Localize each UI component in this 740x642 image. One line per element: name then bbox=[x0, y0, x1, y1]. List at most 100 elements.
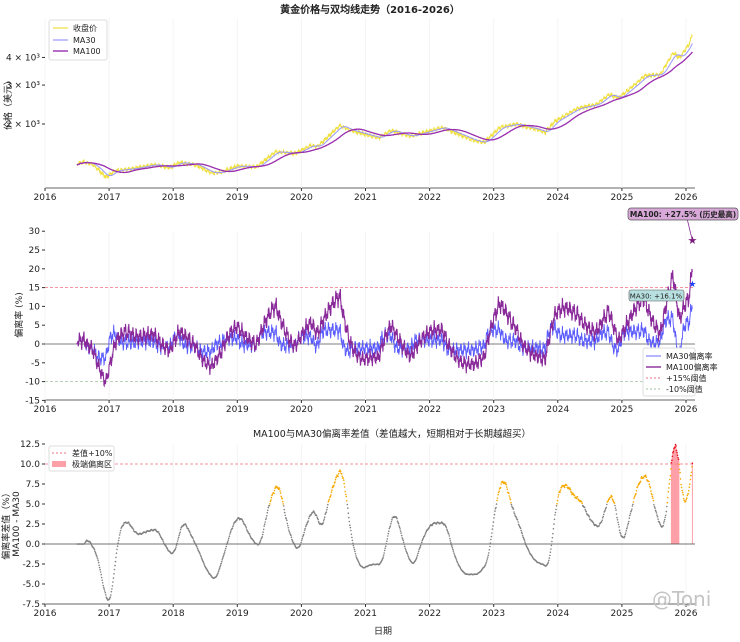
diff-chart-title: MA100与MA30偏离率差值（差值越大，短期相对于长期越超买） bbox=[253, 428, 531, 440]
diff-point bbox=[222, 554, 225, 556]
diff-point bbox=[282, 503, 285, 505]
x-tick-label: 2021 bbox=[354, 609, 377, 619]
diff-point bbox=[400, 532, 402, 534]
diff-point bbox=[389, 525, 392, 527]
diff-point bbox=[666, 501, 669, 504]
y-tick-label: 15 bbox=[29, 284, 40, 294]
diff-point bbox=[343, 486, 346, 488]
diff-point bbox=[386, 540, 388, 543]
x-tick-label: 2019 bbox=[226, 609, 249, 619]
diff-point bbox=[98, 564, 100, 567]
diff-point bbox=[680, 483, 682, 486]
diff-point bbox=[281, 497, 284, 500]
diff-point bbox=[505, 483, 508, 486]
diff-point bbox=[342, 479, 345, 481]
diff-point bbox=[656, 515, 659, 518]
diff-point bbox=[604, 507, 607, 510]
diff-point bbox=[270, 499, 272, 501]
diff-point bbox=[301, 537, 304, 540]
diff-point bbox=[649, 486, 652, 489]
diff-point bbox=[219, 564, 222, 566]
x-tick-label: 2016 bbox=[34, 405, 57, 415]
diff-point bbox=[287, 524, 289, 527]
diff-point bbox=[93, 547, 95, 550]
diff-point bbox=[510, 501, 512, 504]
diff-point bbox=[225, 547, 227, 550]
x-tick-label: 2025 bbox=[610, 405, 633, 415]
diff-point bbox=[570, 491, 573, 494]
diff-point bbox=[690, 474, 692, 477]
diff-point bbox=[495, 503, 498, 505]
x-tick-label: 2017 bbox=[98, 609, 121, 619]
diff-point bbox=[492, 521, 495, 523]
diff-point bbox=[679, 478, 682, 480]
diff-point bbox=[654, 509, 657, 512]
diff-point bbox=[512, 508, 515, 510]
diff-point bbox=[662, 522, 665, 524]
diff-point bbox=[420, 541, 423, 544]
diff-point bbox=[334, 481, 336, 483]
diff-point bbox=[556, 502, 558, 505]
diff-point bbox=[606, 503, 608, 506]
diff-point bbox=[485, 563, 487, 565]
diff-point bbox=[261, 533, 264, 536]
diff-point bbox=[528, 551, 531, 553]
diff-point bbox=[185, 523, 187, 526]
diff-point bbox=[328, 500, 330, 502]
y-tick-label: 12.5 bbox=[20, 440, 40, 450]
diff-point bbox=[489, 545, 491, 548]
y-tick-label: 7.5 bbox=[26, 480, 40, 490]
diff-point bbox=[419, 544, 422, 547]
diff-point bbox=[229, 531, 232, 534]
diff-point bbox=[690, 471, 693, 474]
diff-point bbox=[387, 535, 389, 537]
diff-point bbox=[627, 522, 630, 525]
diff-point bbox=[108, 598, 111, 600]
diff-point bbox=[300, 539, 303, 542]
diff-point bbox=[631, 508, 633, 510]
diff-point bbox=[245, 525, 247, 528]
diff-point bbox=[636, 486, 639, 488]
diff-point bbox=[451, 545, 453, 547]
diff-point bbox=[95, 553, 97, 555]
diff-point bbox=[675, 445, 677, 447]
diff-point bbox=[633, 497, 635, 500]
x-tick-label: 2021 bbox=[354, 405, 377, 415]
diff-point bbox=[228, 535, 231, 537]
diff-point bbox=[511, 505, 513, 508]
legend-extreme-swatch bbox=[52, 461, 66, 467]
diff-point bbox=[514, 514, 516, 516]
diff-point bbox=[223, 551, 226, 553]
diff-point bbox=[601, 517, 604, 519]
diff-point bbox=[651, 495, 654, 498]
diff-point bbox=[266, 515, 268, 517]
diff-point bbox=[613, 502, 616, 504]
diff-point bbox=[614, 507, 617, 509]
diff-point bbox=[323, 516, 326, 518]
diff-point bbox=[290, 536, 293, 538]
diff-point bbox=[645, 476, 648, 478]
diff-point bbox=[271, 493, 274, 496]
diff-point bbox=[449, 537, 451, 540]
diff-point bbox=[199, 553, 201, 555]
diff-point bbox=[569, 488, 572, 491]
diff-point bbox=[417, 552, 419, 555]
diff-point bbox=[346, 500, 348, 502]
diff-point bbox=[179, 528, 182, 531]
diff-point bbox=[569, 487, 571, 489]
diff-point bbox=[266, 511, 269, 514]
diff-point bbox=[339, 470, 342, 473]
diff-point bbox=[105, 594, 107, 596]
diff-point bbox=[307, 520, 310, 522]
diff-point bbox=[232, 524, 235, 526]
diff-point bbox=[573, 494, 576, 497]
diff-point bbox=[90, 543, 93, 546]
diff-point bbox=[555, 505, 558, 507]
diff-point bbox=[522, 537, 525, 540]
diff-point bbox=[401, 538, 404, 540]
y-tick-label: 2 × 10³ bbox=[6, 120, 40, 130]
y-tick-label: -5 bbox=[31, 359, 40, 369]
diff-point bbox=[353, 548, 356, 551]
diff-point bbox=[385, 545, 387, 547]
diff-point bbox=[396, 517, 398, 520]
